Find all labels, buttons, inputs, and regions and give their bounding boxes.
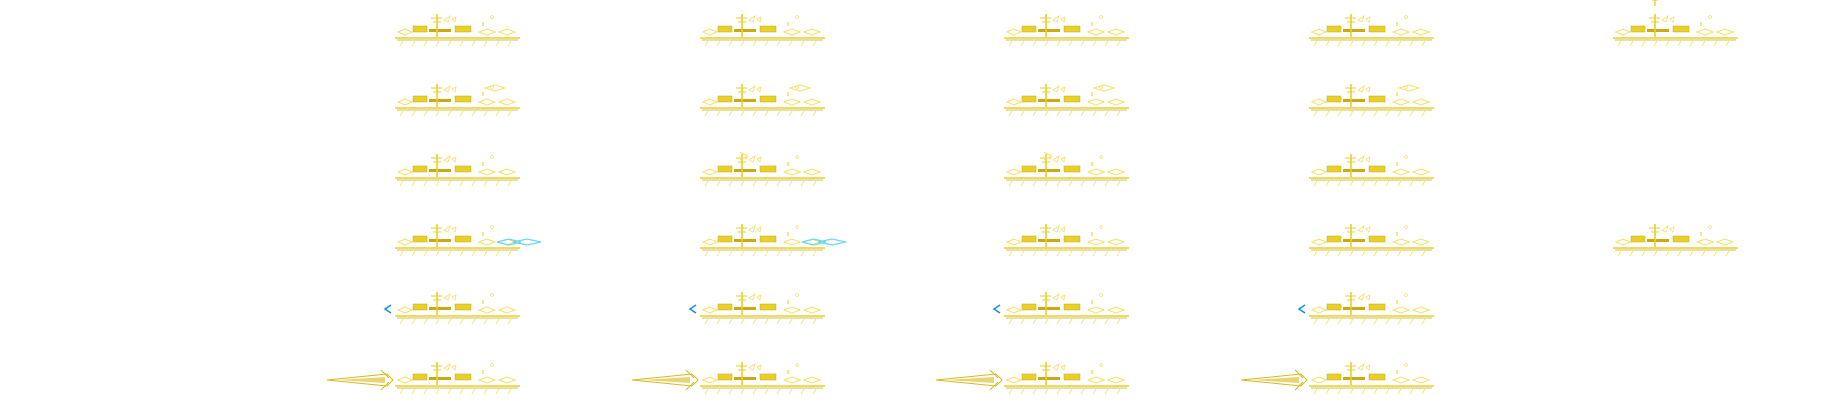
ship-hull — [1309, 14, 1434, 47]
ship-sprite-thrust-left-blue — [992, 292, 1129, 325]
sail-flag — [1397, 84, 1421, 92]
ship-sprite-exhaust-plume — [1240, 362, 1434, 395]
ship-hull — [1613, 14, 1738, 47]
thrust-left — [383, 304, 392, 314]
ship-hull — [1309, 84, 1434, 117]
ship-hull — [395, 84, 520, 117]
ship-hull — [1309, 224, 1434, 257]
ship-hull — [1004, 224, 1129, 257]
ship-hull — [395, 292, 520, 325]
thrust-right — [801, 238, 847, 246]
ship-hull — [1004, 362, 1129, 395]
thrust-left — [1297, 304, 1306, 314]
ship-hull — [1004, 292, 1129, 325]
ship-hull — [700, 224, 825, 257]
ship-sprite-sail-down-b — [700, 151, 825, 187]
ship-hull — [700, 362, 825, 395]
ship-sprite-exhaust-plume — [935, 362, 1129, 395]
ship-hull — [700, 292, 825, 325]
ship-sprite-mast-up — [1613, 0, 1738, 47]
ship-sprite-thrust-left-blue — [688, 292, 825, 325]
thrust-right — [496, 238, 542, 246]
ship-hull — [1309, 362, 1434, 395]
ship-hull — [1309, 292, 1434, 325]
exhaust-plume — [326, 369, 394, 391]
ship-sprite-sail-right-a — [395, 84, 520, 117]
ship-hull — [700, 154, 825, 187]
thrust-left — [688, 304, 697, 314]
ship-sprite-idle — [1309, 224, 1434, 257]
sail-flag — [788, 84, 812, 92]
sail-flag — [1043, 151, 1054, 161]
ship-hull — [1004, 154, 1129, 187]
ship-sprite-idle — [1309, 154, 1434, 187]
ship-hull — [395, 224, 520, 257]
ship-sprite-idle — [700, 14, 825, 47]
ship-hull — [395, 14, 520, 47]
ship-sprite-idle — [1309, 14, 1434, 47]
ship-hull — [700, 14, 825, 47]
ship-hull — [395, 154, 520, 187]
ship-sprite-exhaust-plume — [326, 362, 520, 395]
ship-hull — [1309, 154, 1434, 187]
ship-sprite-idle — [395, 14, 520, 47]
sail-flag — [739, 151, 750, 161]
ship-sprite-sail-right-b — [1004, 84, 1129, 117]
ship-hull — [1613, 224, 1738, 257]
ship-sprite-thrust-right-cyan — [395, 224, 542, 257]
ship-sprite-sail-right-a — [1309, 84, 1434, 117]
exhaust-plume — [1240, 369, 1308, 391]
thrust-left — [992, 304, 1001, 314]
exhaust-plume — [935, 369, 1003, 391]
ship-hull — [1004, 14, 1129, 47]
ship-sprite-thrust-right-cyan — [700, 224, 847, 257]
sail-flag — [483, 84, 507, 92]
exhaust-plume — [631, 369, 699, 391]
ship-hull — [700, 84, 825, 117]
ship-sprite-sail-right-b — [700, 84, 825, 117]
ship-sprite-exhaust-plume — [631, 362, 825, 395]
ship-hull — [395, 362, 520, 395]
ship-hull — [1004, 84, 1129, 117]
ship-sprite-thrust-left-blue — [1297, 292, 1434, 325]
ship-sprite-idle — [1004, 224, 1129, 257]
ship-sprite-thrust-left-blue — [383, 292, 520, 325]
ship-sprite-sail-down — [395, 154, 520, 187]
ship-sprite-sail-down-b — [1004, 151, 1129, 187]
sail-flag — [1092, 84, 1116, 92]
ship-sprite-idle — [1613, 224, 1738, 257]
ship-sprite-idle — [1004, 14, 1129, 47]
